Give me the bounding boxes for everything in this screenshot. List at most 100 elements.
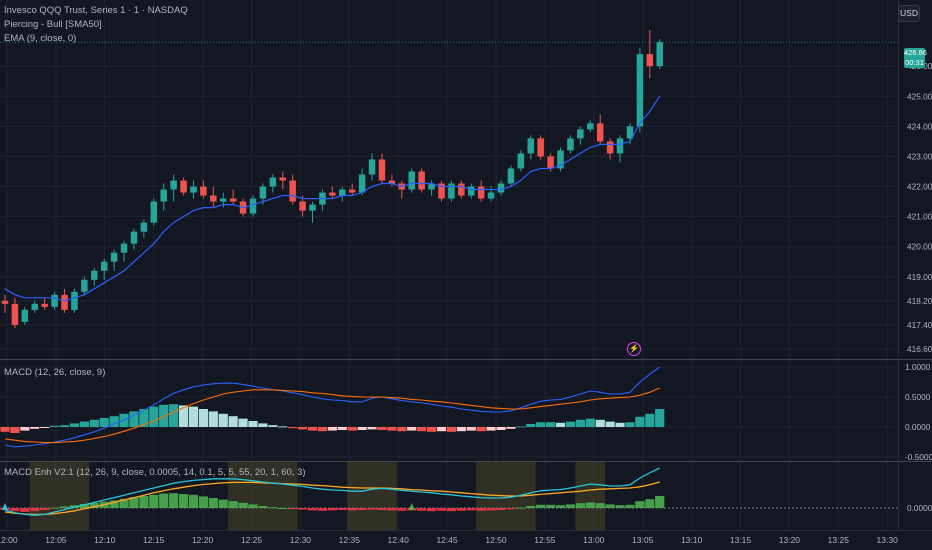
macd-axis-label: 1.0000 [905, 362, 931, 372]
price-axis-label: 419.00 [907, 272, 932, 282]
macd-enh-histogram-bar [278, 508, 288, 509]
macd-histogram-bar [317, 427, 328, 432]
macd-histogram-bar [546, 422, 556, 427]
macd-enh-histogram-bar [555, 505, 566, 508]
macd-enh-histogram-bar [169, 493, 179, 508]
macd-histogram-bar [178, 405, 189, 427]
macd-histogram-bar [476, 427, 486, 432]
macd-enh-histogram-bar [79, 504, 89, 508]
candle-body [1, 300, 9, 304]
candle-body [636, 54, 644, 127]
candle-body [477, 186, 485, 199]
price-axis-label: 425.00 [907, 91, 932, 101]
macd-enh-histogram-bar [526, 506, 536, 508]
macd-histogram-bar [298, 427, 308, 430]
macd-enh-histogram-bar [605, 504, 615, 508]
macd-enh-histogram-bar [109, 500, 119, 508]
candle-body [210, 195, 217, 202]
currency-button[interactable]: USD [898, 5, 920, 22]
macd-enh-histogram-bar [516, 507, 526, 509]
trend-zone-band [29, 462, 60, 530]
macd-enh-histogram-bar [288, 508, 298, 509]
macd-histogram-bar [357, 427, 367, 430]
candle-body [249, 198, 257, 214]
price-axis-label: 418.20 [907, 296, 932, 306]
macd-enh-legend[interactable]: MACD Enh V2.1 (12, 26, 9, close, 0.0005,… [4, 467, 306, 478]
macd-histogram-bar [565, 421, 576, 427]
macd-histogram-bar [615, 422, 625, 427]
candle-body [130, 231, 138, 244]
macd-histogram-bar [367, 427, 377, 430]
price-axis-label: 417.40 [907, 320, 932, 330]
lightning-icon[interactable]: ⚡ [627, 342, 641, 356]
candle-body [587, 123, 594, 130]
macd-histogram-bar [655, 409, 665, 427]
candle-body [596, 123, 604, 142]
piercing-legend[interactable]: Piercing - Bull [SMA50] [4, 19, 102, 30]
macd-histogram-bar [426, 427, 437, 432]
macd-enh-histogram-bar [149, 494, 159, 508]
macd-histogram-bar [238, 418, 248, 427]
price-axis-label: 424.00 [907, 121, 932, 131]
macd-enh-histogram-bar [635, 501, 645, 508]
macd-enh-histogram-bar [89, 502, 99, 508]
macd-histogram-bar [198, 409, 208, 427]
last-price-value: 426.86 [904, 48, 927, 57]
macd-enh-histogram-bar [208, 498, 218, 508]
candle-body [428, 183, 435, 190]
candle-body [616, 138, 624, 154]
macd-histogram-bar [526, 424, 536, 427]
macd-enh-histogram-bar [119, 498, 129, 508]
macd-enh-histogram-bar [238, 502, 248, 508]
ema-legend[interactable]: EMA (9, close, 0) [4, 33, 77, 44]
macd-enh-histogram-bar [327, 508, 337, 511]
macd-histogram-bar [635, 416, 645, 427]
last-price-tag: 426.86 00:31 [904, 48, 927, 68]
macd-enh-histogram-bar [30, 508, 40, 512]
macd-histogram-bar [89, 419, 99, 427]
candle-body [388, 180, 396, 184]
candle-body [497, 183, 505, 193]
bar-countdown: 00:31 [905, 58, 924, 67]
candle-body [577, 129, 584, 139]
macd-histogram-bar [109, 416, 119, 427]
macd-histogram-bar [506, 427, 516, 429]
macd-enh-histogram-bar [159, 493, 169, 508]
candle-body [150, 201, 158, 223]
time-axis-label: 13:25 [828, 535, 850, 545]
time-axis-label: 12:20 [192, 535, 214, 545]
macd-enh-histogram-bar [397, 508, 407, 511]
macd-enh-histogram-bar [218, 499, 228, 508]
macd-histogram-bar [456, 427, 466, 432]
candle-body [41, 303, 48, 307]
time-axis-label: 13:15 [730, 535, 752, 545]
macd-enh-histogram-bar [367, 508, 377, 510]
symbol-legend[interactable]: Invesco QQQ Trust, Series 1 · 1 · NASDAQ [4, 5, 188, 16]
macd-enh-histogram-bar [387, 508, 397, 511]
candle-body [467, 186, 475, 196]
price-axis-label: 420.00 [907, 242, 932, 252]
candle-body [507, 168, 515, 184]
macd-enh-histogram-bar [476, 508, 486, 511]
macd-histogram-bar [218, 413, 228, 427]
price-axis-label: 416.60 [907, 344, 932, 354]
macd-histogram-bar [50, 425, 60, 427]
time-axis-label: 12:30 [290, 535, 312, 545]
macd-histogram-bar [79, 421, 89, 427]
macd-histogram-bar [59, 425, 70, 427]
macd-enh-histogram-bar [466, 508, 476, 511]
macd-histogram-bar [496, 427, 506, 430]
time-axis-label: 12:45 [436, 535, 458, 545]
macd-enh-axis-label: 0.0000 [907, 503, 932, 513]
candle-body [259, 186, 267, 199]
candle-body [100, 261, 108, 271]
macd-legend[interactable]: MACD (12, 26, close, 9) [4, 367, 106, 378]
macd-enh-histogram-bar [40, 508, 50, 510]
time-axis-label: 12:40 [388, 535, 410, 545]
macd-enh-histogram-bar [20, 508, 30, 512]
candle-body [567, 138, 574, 151]
time-axis-label: 13:30 [877, 535, 899, 545]
macd-axis-label: -0.5000 [905, 452, 932, 462]
time-axis-label: 13:00 [583, 535, 605, 545]
